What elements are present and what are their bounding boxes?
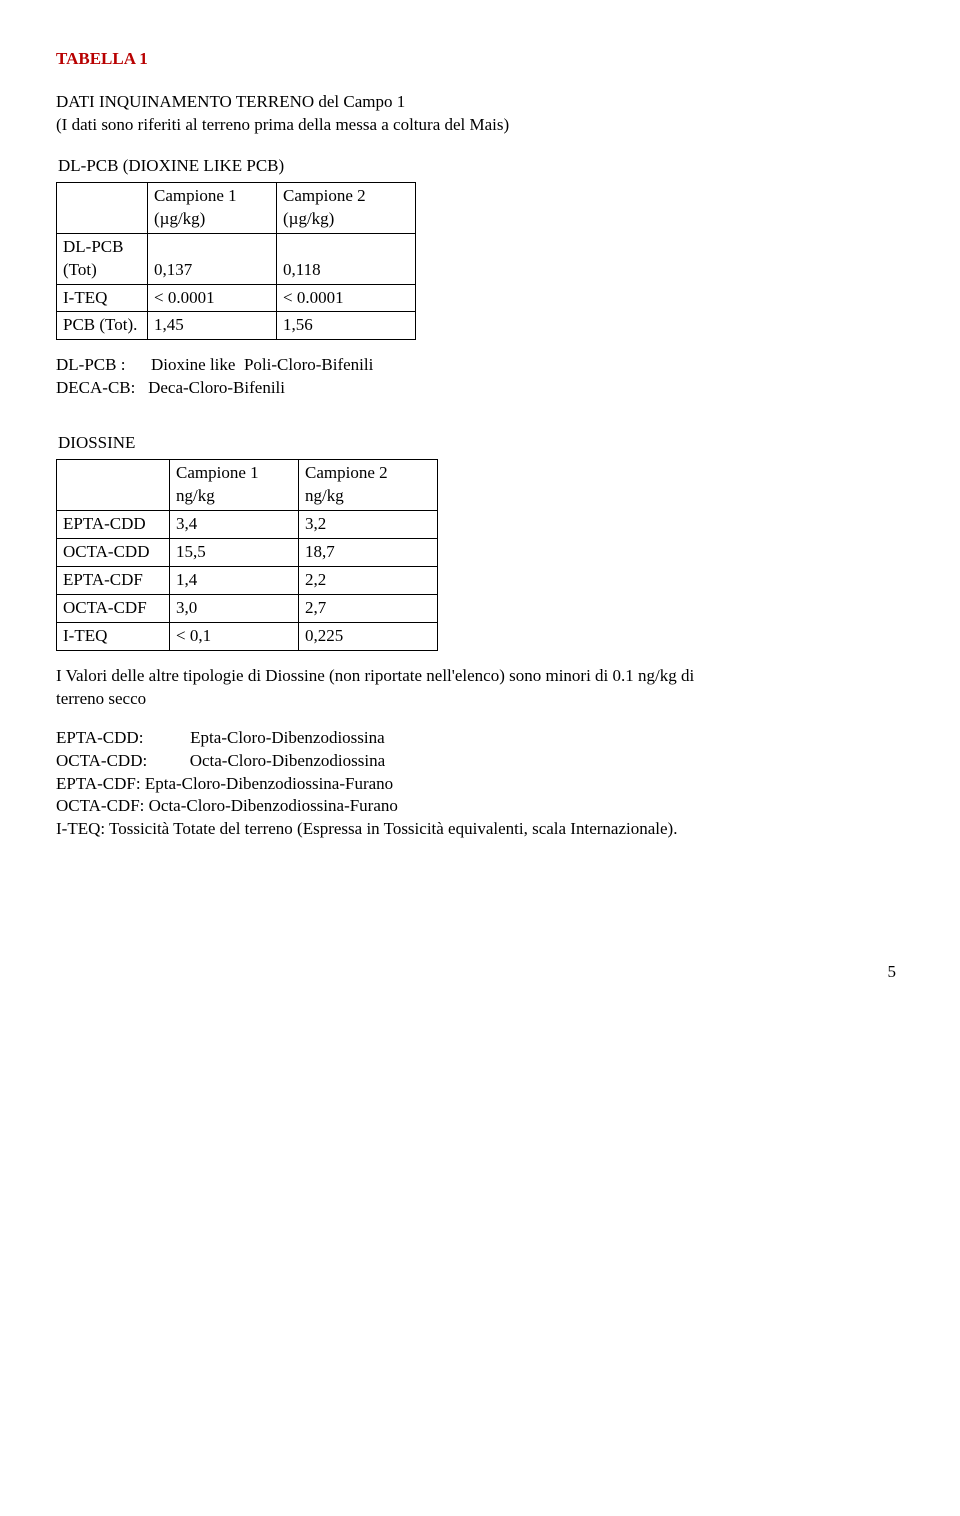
cell-value: 3,4 <box>170 511 299 539</box>
definition-line: EPTA-CDD: Epta-Cloro-Dibenzodiossina <box>56 727 904 750</box>
table-row: I-TEQ < 0,1 0,225 <box>57 622 438 650</box>
table-row: PCB (Tot). 1,45 1,56 <box>57 312 416 340</box>
col-header-campione1: Campione 1 ng/kg <box>170 460 299 511</box>
text: (µg/kg) <box>283 209 334 228</box>
definitions-1: DL-PCB : Dioxine like Poli-Cloro-Bifenil… <box>56 354 904 400</box>
row-label: OCTA-CDD <box>57 539 170 567</box>
definition-line: OCTA-CDF: Octa-Cloro-Dibenzodiossina-Fur… <box>56 795 904 818</box>
col-header-campione1: Campione 1 (µg/kg) <box>148 182 277 233</box>
definition-line: I-TEQ: Tossicità Totate del terreno (Esp… <box>56 818 904 841</box>
definitions-2: EPTA-CDD: Epta-Cloro-Dibenzodiossina OCT… <box>56 727 904 842</box>
cell-value: 1,45 <box>148 312 277 340</box>
table-title: TABELLA 1 <box>56 48 904 71</box>
def-key: OCTA-CDD: <box>56 751 147 770</box>
table-row: Campione 1 ng/kg Campione 2 ng/kg <box>57 460 438 511</box>
def-value: Epta-Cloro-Dibenzodiossina <box>190 728 385 747</box>
section1-heading: DL-PCB (DIOXINE LIKE PCB) <box>58 155 904 178</box>
cell-blank <box>57 182 148 233</box>
text: Campione 1 <box>176 463 259 482</box>
cell-value: 3,2 <box>299 511 438 539</box>
row-label: EPTA-CDF <box>57 566 170 594</box>
text: DL-PCB <box>63 237 123 256</box>
cell-value: < 0.0001 <box>277 284 416 312</box>
table-row: Campione 1 (µg/kg) Campione 2 (µg/kg) <box>57 182 416 233</box>
row-label: I-TEQ <box>57 284 148 312</box>
definition-line: DL-PCB : Dioxine like Poli-Cloro-Bifenil… <box>56 354 904 377</box>
cell-value: 1,56 <box>277 312 416 340</box>
cell-value: 2,7 <box>299 594 438 622</box>
col-header-campione2: Campione 2 ng/kg <box>299 460 438 511</box>
cell-value: 0,137 <box>148 233 277 284</box>
cell-value: 1,4 <box>170 566 299 594</box>
cell-value: 18,7 <box>299 539 438 567</box>
table-row: OCTA-CDF 3,0 2,7 <box>57 594 438 622</box>
cell-value: 0,118 <box>277 233 416 284</box>
note-line-1: I Valori delle altre tipologie di Diossi… <box>56 666 694 685</box>
def-value: Octa-Cloro-Dibenzodiossina <box>190 751 385 770</box>
cell-value: 3,0 <box>170 594 299 622</box>
cell-value: 0,225 <box>299 622 438 650</box>
row-label: DL-PCB (Tot) <box>57 233 148 284</box>
text: (Tot) <box>63 260 97 279</box>
definition-line: OCTA-CDD: Octa-Cloro-Dibenzodiossina <box>56 750 904 773</box>
text: Campione 1 <box>154 186 237 205</box>
note-line-2: terreno secco <box>56 689 146 708</box>
row-label: PCB (Tot). <box>57 312 148 340</box>
definition-line: DECA-CB: Deca-Cloro-Bifenili <box>56 377 904 400</box>
def-key: EPTA-CDD: <box>56 728 143 747</box>
intro-paragraph: DATI INQUINAMENTO TERRENO del Campo 1 (I… <box>56 91 904 137</box>
table-row: OCTA-CDD 15,5 18,7 <box>57 539 438 567</box>
row-label: EPTA-CDD <box>57 511 170 539</box>
table-dlpcb: Campione 1 (µg/kg) Campione 2 (µg/kg) DL… <box>56 182 416 341</box>
text: ng/kg <box>305 486 344 505</box>
intro-line-2: (I dati sono riferiti al terreno prima d… <box>56 115 509 134</box>
col-header-campione2: Campione 2 (µg/kg) <box>277 182 416 233</box>
text: (µg/kg) <box>154 209 205 228</box>
definition-line: EPTA-CDF: Epta-Cloro-Dibenzodiossina-Fur… <box>56 773 904 796</box>
table-diossine: Campione 1 ng/kg Campione 2 ng/kg EPTA-C… <box>56 459 438 651</box>
section2-heading: DIOSSINE <box>58 432 904 455</box>
text: Campione 2 <box>305 463 388 482</box>
section1-heading-text: DL-PCB (DIOXINE LIKE PCB) <box>58 156 284 175</box>
table-row: EPTA-CDF 1,4 2,2 <box>57 566 438 594</box>
table-row: EPTA-CDD 3,4 3,2 <box>57 511 438 539</box>
text: Campione 2 <box>283 186 366 205</box>
def-value: Deca-Cloro-Bifenili <box>148 378 285 397</box>
def-key: DL-PCB : <box>56 355 125 374</box>
row-label: I-TEQ <box>57 622 170 650</box>
table-row: DL-PCB (Tot) 0,137 0,118 <box>57 233 416 284</box>
cell-value: 15,5 <box>170 539 299 567</box>
cell-value: < 0.0001 <box>148 284 277 312</box>
def-key: DECA-CB: <box>56 378 135 397</box>
table-row: I-TEQ < 0.0001 < 0.0001 <box>57 284 416 312</box>
cell-value: 2,2 <box>299 566 438 594</box>
page-number: 5 <box>56 961 904 984</box>
row-label: OCTA-CDF <box>57 594 170 622</box>
text: ng/kg <box>176 486 215 505</box>
cell-value: < 0,1 <box>170 622 299 650</box>
def-value: Dioxine like Poli-Cloro-Bifenili <box>151 355 373 374</box>
intro-line-1: DATI INQUINAMENTO TERRENO del Campo 1 <box>56 92 405 111</box>
note-paragraph: I Valori delle altre tipologie di Diossi… <box>56 665 904 711</box>
cell-blank <box>57 460 170 511</box>
